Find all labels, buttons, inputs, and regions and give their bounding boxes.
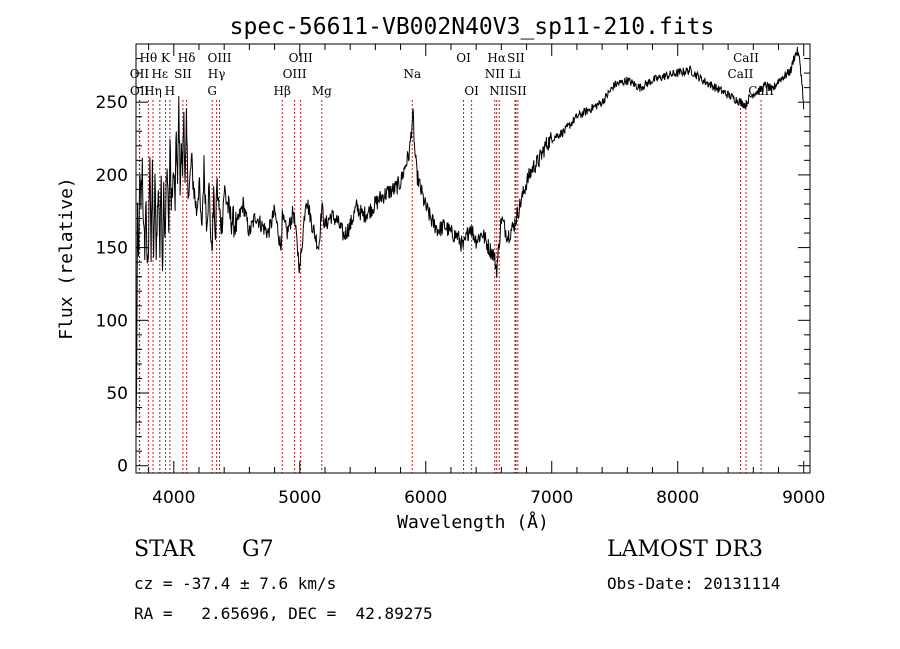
line-marker-label: OIII — [283, 67, 307, 81]
line-marker-label: OIII — [207, 51, 231, 65]
line-marker-label: Hδ — [178, 51, 196, 65]
plot-frame — [135, 43, 811, 474]
line-marker-label: NII — [485, 67, 505, 81]
y-tick-label: 0 — [117, 457, 128, 477]
x-tick-label: 6000 — [404, 488, 447, 508]
line-marker-label: H — [165, 84, 175, 98]
line-marker-label: SII — [509, 84, 527, 98]
y-axis-label: Flux (relative) — [56, 177, 77, 340]
line-marker-label: G — [207, 84, 217, 98]
line-marker-label: NII — [489, 84, 509, 98]
object-class: STAR — [134, 537, 195, 562]
x-tick-label: 5000 — [278, 488, 321, 508]
coordinates: RA = 2.65696, DEC = 42.89275 — [134, 604, 433, 623]
line-marker-label: OII — [130, 67, 150, 81]
line-marker-label: OI — [456, 51, 471, 65]
line-marker-label: Hε — [151, 67, 168, 81]
y-tick-label: 250 — [96, 93, 128, 113]
line-marker-label: Hγ — [208, 67, 226, 81]
line-marker-label: OI — [464, 84, 479, 98]
x-tick-label: 7000 — [530, 488, 573, 508]
line-marker-label: CaII — [733, 51, 759, 65]
line-marker-label: Hη — [144, 84, 162, 98]
y-tick-label: 100 — [96, 311, 128, 331]
y-tick-label: 200 — [96, 166, 128, 186]
x-tick-label: 8000 — [656, 488, 699, 508]
x-axis-label: Wavelength (Å) — [397, 511, 549, 533]
line-marker-label: OII — [130, 84, 150, 98]
redshift-value: cz = -37.4 ± 7.6 km/s — [134, 574, 337, 593]
line-marker-label: Li — [509, 67, 521, 81]
line-marker-label: Hθ — [139, 51, 157, 65]
flux-series-line — [135, 46, 805, 432]
survey-name: LAMOST DR3 — [607, 537, 763, 562]
y-tick-label: 150 — [96, 239, 128, 259]
axis-ticks: 4000 5000 6000 7000 8000 9000 0 50 100 150 200 250 — [96, 44, 825, 508]
line-marker-label: SII — [507, 51, 525, 65]
line-marker-label: Hα — [487, 51, 506, 65]
line-marker-label: SII — [174, 67, 192, 81]
line-marker-label: Na — [403, 67, 421, 81]
line-marker-label: Mg — [312, 84, 332, 98]
x-tick-label: 4000 — [152, 488, 195, 508]
y-tick-label: 50 — [106, 384, 128, 404]
line-marker-label: Hβ — [274, 84, 291, 98]
line-marker-label: K — [161, 51, 171, 65]
line-marker-label: OIII — [289, 51, 313, 65]
line-marker-label: CaII — [728, 67, 754, 81]
chart-title: spec-56611-VB002N40V3_sp11-210.fits — [230, 14, 715, 40]
object-subclass: G7 — [242, 537, 274, 562]
x-tick-label: 9000 — [782, 488, 825, 508]
observation-date: Obs-Date: 20131114 — [607, 574, 781, 593]
